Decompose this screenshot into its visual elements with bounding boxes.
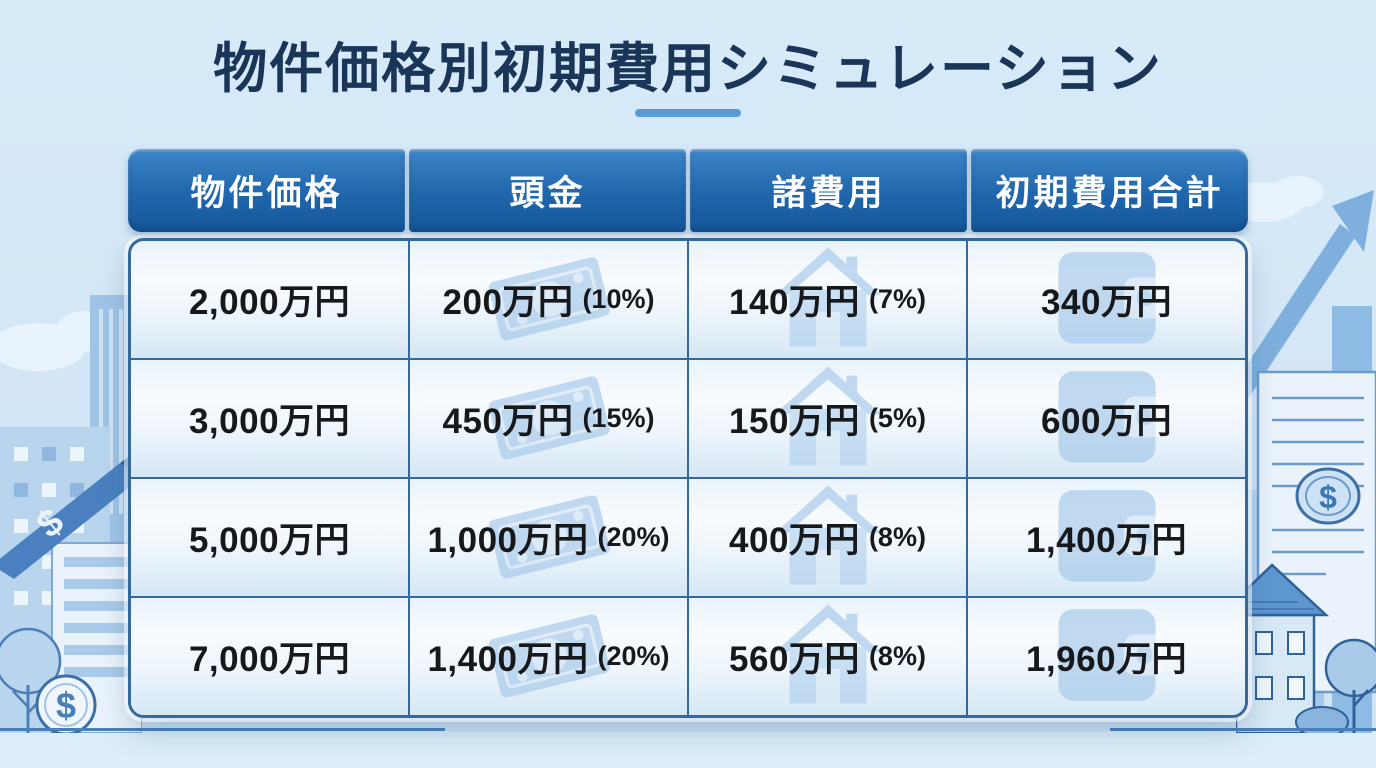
misc-costs-value: 140万円 — [729, 283, 860, 322]
col-header-total: 初期費用合計 — [971, 149, 1248, 232]
misc-costs-value: 400万円 — [729, 521, 860, 560]
cell-misc-costs: 150万円 (5%) — [687, 360, 966, 477]
ground-line-right — [1110, 728, 1376, 731]
bush-illustration — [1295, 706, 1349, 733]
down-payment-value: 450万円 — [442, 402, 574, 441]
down-payment-value: 1,000万円 — [427, 521, 589, 560]
col-header-down-payment: 頭金 — [409, 149, 686, 232]
cell-total: 600万円 — [966, 360, 1245, 477]
down-payment-percent: (20%) — [597, 522, 670, 552]
cost-table: 物件価格 頭金 諸費用 初期費用合計 2,000万円 200万円 (10%) 1… — [128, 149, 1248, 718]
misc-costs-percent: (8%) — [868, 641, 926, 671]
cell-total: 1,400万円 — [966, 479, 1245, 596]
table-row: 7,000万円 1,400万円 (20%) 560万円 (8%) 1,960万円 — [131, 596, 1245, 715]
cloud-icon — [1236, 176, 1324, 222]
table-header-row: 物件価格 頭金 諸費用 初期費用合計 — [128, 149, 1248, 232]
down-payment-value: 200万円 — [442, 283, 574, 322]
total-value: 1,960万円 — [1025, 640, 1188, 679]
total-value: 340万円 — [1041, 283, 1172, 322]
tree-icon — [0, 627, 62, 733]
dollar-coin-icon: $ — [35, 674, 97, 733]
down-payment-value: 1,400万円 — [427, 640, 589, 679]
misc-costs-percent: (7%) — [868, 284, 926, 314]
dollar-coin-icon: $ — [1295, 467, 1361, 525]
down-payment-percent: (15%) — [582, 403, 655, 433]
tree-icon — [1324, 638, 1376, 733]
cell-down-payment: 1,000万円 (20%) — [408, 479, 687, 596]
cell-property-price: 2,000万円 — [131, 241, 408, 358]
dollar-ribbon-arrow-icon: $ — [0, 451, 142, 579]
misc-costs-value: 150万円 — [729, 402, 860, 441]
misc-costs-percent: (8%) — [868, 522, 926, 552]
page-title: 物件価格別初期費用シミュレーション — [213, 39, 1163, 99]
cell-property-price: 5,000万円 — [131, 479, 408, 596]
total-value: 1,400万円 — [1025, 521, 1188, 560]
down-payment-percent: (10%) — [582, 284, 655, 314]
table-row: 2,000万円 200万円 (10%) 140万円 (7%) 340万円 — [131, 241, 1245, 358]
cell-misc-costs: 400万円 (8%) — [687, 479, 966, 596]
col-header-property-price: 物件価格 — [128, 149, 405, 232]
property-price-value: 3,000万円 — [188, 402, 351, 441]
cell-down-payment: 1,400万円 (20%) — [408, 598, 687, 715]
down-payment-percent: (20%) — [597, 641, 670, 671]
cell-total: 340万円 — [966, 241, 1245, 358]
table-body: 2,000万円 200万円 (10%) 140万円 (7%) 340万円 — [128, 238, 1248, 718]
misc-costs-value: 560万円 — [729, 640, 860, 679]
cell-down-payment: 450万円 (15%) — [408, 360, 687, 477]
cell-down-payment: 200万円 (10%) — [408, 241, 687, 358]
property-price-value: 5,000万円 — [188, 521, 351, 560]
cell-total: 1,960万円 — [966, 598, 1245, 715]
ground-strip — [0, 731, 1376, 768]
property-price-value: 2,000万円 — [188, 283, 351, 322]
ground-line-left — [0, 728, 445, 731]
title-underline — [635, 109, 741, 117]
slat-building-illustration — [51, 542, 142, 733]
right-growth-illustration: $ — [1236, 176, 1376, 733]
table-row: 5,000万円 1,000万円 (20%) 400万円 (8%) 1,400万円 — [131, 477, 1245, 596]
svg-text:$: $ — [56, 685, 76, 726]
cell-misc-costs: 560万円 (8%) — [687, 598, 966, 715]
cell-property-price: 3,000万円 — [131, 360, 408, 477]
svg-text:$: $ — [1319, 479, 1337, 515]
cell-property-price: 7,000万円 — [131, 598, 408, 715]
property-price-value: 7,000万円 — [188, 640, 351, 679]
table-row: 3,000万円 450万円 (15%) 150万円 (5%) 600万円 — [131, 358, 1245, 477]
misc-costs-percent: (5%) — [868, 403, 926, 433]
left-cityscape-illustration: $ $ — [0, 295, 142, 733]
growth-arrow-icon — [1236, 190, 1374, 414]
col-header-misc-costs: 諸費用 — [690, 149, 967, 232]
cell-misc-costs: 140万円 (7%) — [687, 241, 966, 358]
house-illustration — [1236, 563, 1330, 733]
total-value: 600万円 — [1041, 402, 1172, 441]
